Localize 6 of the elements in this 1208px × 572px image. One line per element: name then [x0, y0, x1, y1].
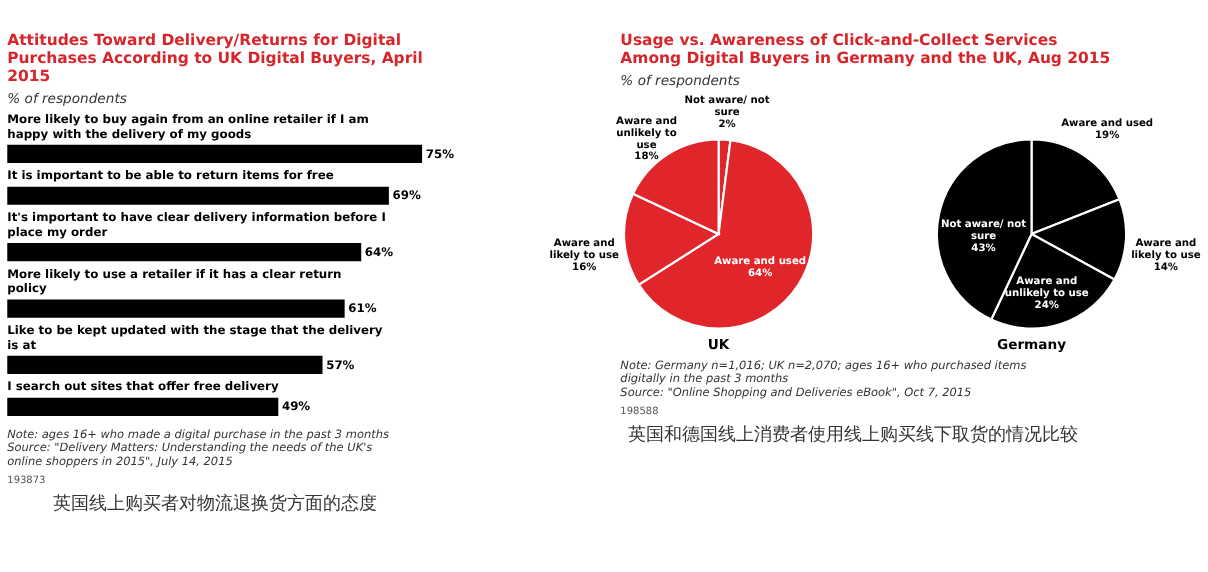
- bar: [7, 243, 362, 262]
- bar: [7, 397, 279, 416]
- bar: [7, 144, 423, 164]
- text: 英国和德国线上消费者使用线上购买线下取货的情况比较: [628, 423, 1079, 446]
- text: 英国线上购买者对物流退换货方面的态度: [52, 492, 377, 515]
- bar: [7, 299, 345, 318]
